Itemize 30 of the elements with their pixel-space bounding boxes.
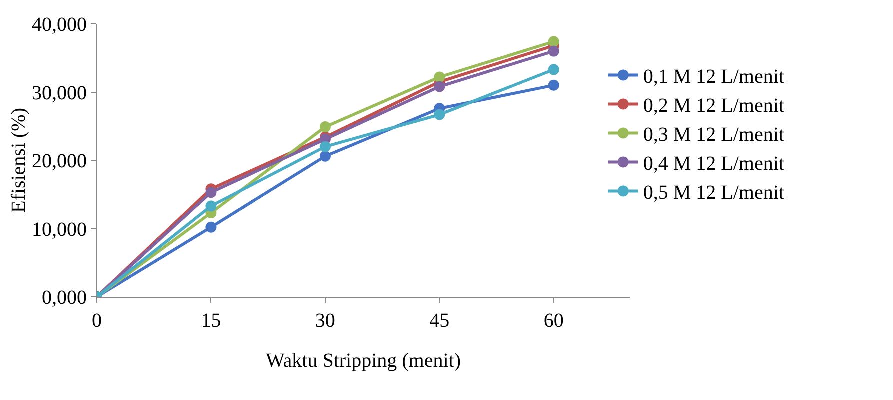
y-tick-label: 40,000 [32,14,87,36]
point [548,46,560,57]
point [434,72,446,83]
point [548,64,560,76]
point [320,122,331,133]
x-axis-title: Waktu Stripping (menit) [266,350,462,372]
y-tick-label: 30,000 [32,82,87,104]
point [206,200,217,212]
y-tick-label: 0,000 [42,287,87,309]
x-tick-label: 0 [92,310,102,332]
point [548,80,560,91]
point [206,187,217,198]
legend-label: 0,4 M 12 L/menit [643,153,785,175]
legend-label: 0,5 M 12 L/menit [643,182,785,204]
legend-label: 0,2 M 12 L/menit [643,95,785,117]
point [320,141,331,152]
y-axis-title: Efisiensi (%) [8,108,30,213]
x-tick-label: 45 [430,310,450,332]
x-tick-label: 15 [201,310,222,332]
y-tick-label: 20,000 [32,150,87,172]
x-tick-label: 60 [544,310,564,332]
point [206,222,217,233]
point [320,150,331,162]
point [434,81,446,92]
point [434,109,446,120]
legend-label: 0,1 M 12 L/menit [643,66,785,88]
legend-label: 0,3 M 12 L/menit [643,124,785,146]
x-tick-label: 30 [315,310,336,332]
y-tick-label: 10,000 [32,218,87,241]
point [548,36,560,48]
